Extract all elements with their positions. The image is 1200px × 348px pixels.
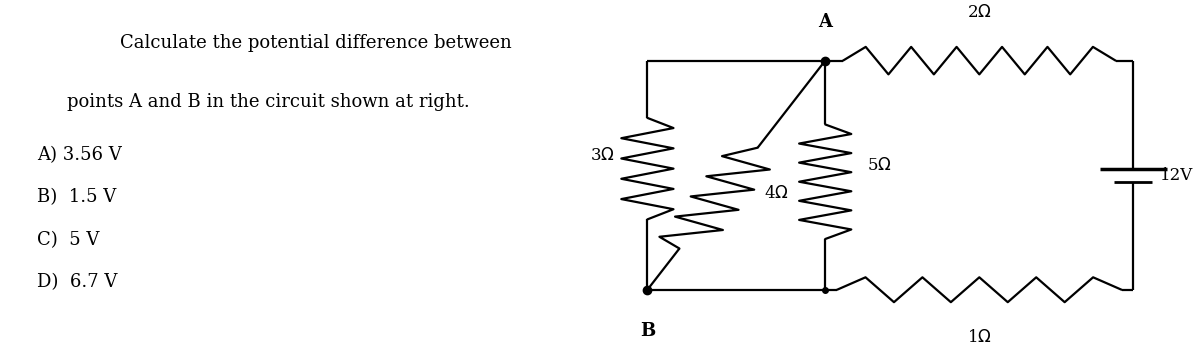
Text: Calculate the potential difference between: Calculate the potential difference betwe… <box>120 34 511 53</box>
Text: 12V: 12V <box>1159 167 1193 184</box>
Text: D)  6.7 V: D) 6.7 V <box>37 274 118 291</box>
Text: 2$\Omega$: 2$\Omega$ <box>967 5 991 21</box>
Text: A) 3.56 V: A) 3.56 V <box>37 146 121 164</box>
Text: C)  5 V: C) 5 V <box>37 231 100 249</box>
Text: B)  1.5 V: B) 1.5 V <box>37 188 116 206</box>
Text: 3$\Omega$: 3$\Omega$ <box>590 147 614 164</box>
Text: A: A <box>818 13 833 31</box>
Text: points A and B in the circuit shown at right.: points A and B in the circuit shown at r… <box>67 93 469 111</box>
Text: 5$\Omega$: 5$\Omega$ <box>866 157 892 174</box>
Text: 1$\Omega$: 1$\Omega$ <box>967 329 991 346</box>
Text: B: B <box>640 323 655 340</box>
Text: 4$\Omega$: 4$\Omega$ <box>763 185 788 202</box>
